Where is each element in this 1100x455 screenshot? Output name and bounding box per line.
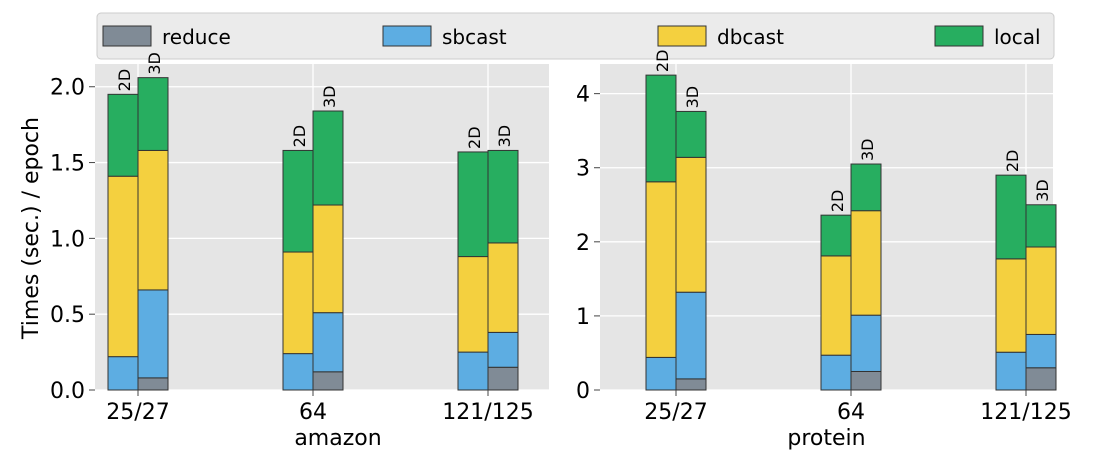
x-tick-label: 121/125	[442, 400, 533, 425]
y-tick-label: 3	[576, 157, 590, 182]
bar-segment-reduce	[137, 377, 169, 391]
bar-label: 3D	[1033, 179, 1052, 202]
bar-segment-local	[850, 163, 882, 212]
legend-label-sbcast: sbcast	[442, 25, 507, 49]
bar-segment-sbcast	[820, 354, 852, 391]
bar-label: 2D	[1003, 150, 1022, 173]
x-tick-label: 121/125	[980, 400, 1071, 425]
panel-protein: 0 1 2 3 4 2D 3D 2D 3D 2D 3D 25/27 64 121/125 protein	[576, 50, 1072, 451]
bar-segment-dbcast	[282, 251, 314, 355]
legend-swatch-sbcast	[382, 25, 432, 47]
legend: reduce sbcast dbcast local	[96, 12, 1055, 60]
bar-segment-dbcast	[850, 210, 882, 316]
bar-segment-reduce	[1025, 367, 1057, 391]
bar-segment-dbcast	[995, 258, 1027, 353]
legend-label-reduce: reduce	[162, 25, 231, 49]
x-axis-label: protein	[787, 426, 865, 451]
bar-segment-sbcast	[995, 351, 1027, 391]
bar-segment-dbcast	[107, 175, 139, 358]
y-tick-label: 0.0	[50, 379, 85, 404]
bar-segment-sbcast	[645, 356, 677, 391]
bar-segment-reduce	[487, 366, 519, 391]
bar-segment-sbcast	[457, 351, 489, 391]
y-tick-label: 2.0	[50, 76, 85, 101]
bar-label: 3D	[320, 86, 339, 109]
bar-segment-dbcast	[820, 255, 852, 356]
bar-segment-local	[820, 214, 852, 257]
bar-label: 2D	[828, 190, 847, 213]
bar-segment-local	[645, 74, 677, 183]
legend-swatch-reduce	[102, 25, 152, 47]
bar-segment-sbcast	[137, 289, 169, 379]
bar-segment-sbcast	[675, 291, 707, 380]
y-tick-label: 0.5	[50, 303, 85, 328]
bar-label: 3D	[683, 86, 702, 109]
bar-label: 3D	[495, 125, 514, 148]
legend-label-local: local	[994, 25, 1041, 49]
bar-segment-sbcast	[487, 331, 519, 368]
bar-segment-dbcast	[645, 181, 677, 358]
bar-segment-local	[1025, 204, 1057, 248]
bar-segment-dbcast	[675, 156, 707, 293]
y-axis-label: Times (sec.) / epoch	[19, 117, 44, 340]
bar-label: 2D	[290, 125, 309, 148]
bar-segment-dbcast	[457, 256, 489, 353]
bar-label: 2D	[115, 69, 134, 92]
bar-segment-sbcast	[282, 353, 314, 391]
bar-segment-dbcast	[312, 204, 344, 314]
bar-segment-local	[282, 149, 314, 253]
y-tick-label: 1	[576, 305, 590, 330]
bar-segment-dbcast	[1025, 246, 1057, 335]
bar-segment-local	[487, 149, 519, 244]
legend-label-dbcast: dbcast	[717, 25, 784, 49]
bar-label: 3D	[858, 139, 877, 162]
bar-segment-local	[312, 110, 344, 206]
legend-box	[96, 12, 1055, 60]
x-tick-label: 64	[837, 400, 865, 425]
x-axis-label: amazon	[294, 426, 381, 451]
bar-segment-sbcast	[850, 314, 882, 372]
bar-segment-dbcast	[137, 149, 169, 291]
bar-label: 2D	[465, 126, 484, 149]
bar-segment-local	[675, 110, 707, 158]
legend-swatch-local	[934, 25, 984, 47]
bar-segment-reduce	[850, 370, 882, 391]
bar-segment-local	[137, 77, 169, 151]
x-tick-label: 64	[299, 400, 327, 425]
bar-segment-dbcast	[487, 242, 519, 333]
bar-segment-local	[457, 151, 489, 258]
x-tick-label: 25/27	[106, 400, 169, 425]
bar-segment-reduce	[312, 371, 344, 391]
y-tick-label: 2	[576, 231, 590, 256]
bar-segment-local	[995, 174, 1027, 260]
bar-segment-sbcast	[1025, 333, 1057, 369]
panels: 0.0 0.5 1.0 1.5 2.0 2D 3D 2D 3D 2D 3D 25/27 64 121/12…	[50, 50, 1072, 451]
y-tick-label: 1.0	[50, 227, 85, 252]
y-tick-label: 1.5	[50, 152, 85, 177]
bar-label: 3D	[145, 52, 164, 75]
bar-segment-local	[107, 93, 139, 177]
bar-segment-reduce	[675, 378, 707, 391]
bar-segment-sbcast	[312, 312, 344, 373]
y-tick-label: 0	[576, 379, 590, 404]
y-tick-label: 4	[576, 83, 590, 108]
x-tick-label: 25/27	[644, 400, 707, 425]
bar-label: 2D	[653, 50, 672, 73]
panel-amazon: 0.0 0.5 1.0 1.5 2.0 2D 3D 2D 3D 2D 3D 25/27 64 121/12…	[50, 52, 549, 451]
bar-segment-sbcast	[107, 356, 139, 391]
legend-swatch-dbcast	[657, 25, 707, 47]
